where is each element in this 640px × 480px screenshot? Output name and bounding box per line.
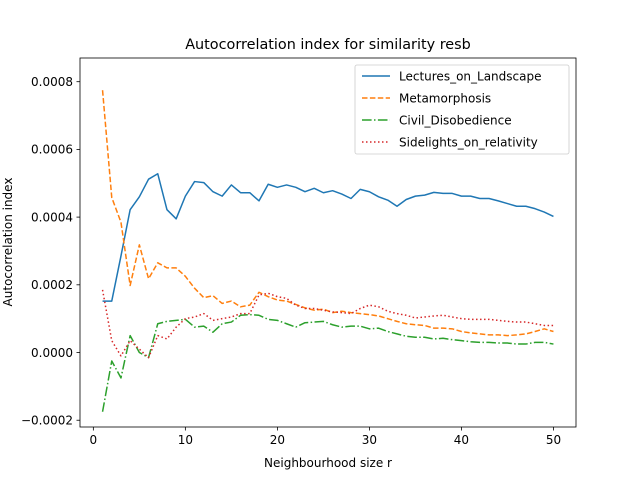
y-tick-label: −0.0002	[21, 414, 73, 428]
series-lines	[101, 90, 554, 412]
legend-label: Lectures_on_Landscape	[399, 69, 541, 83]
series-line-civil-disobedience	[101, 313, 554, 412]
x-axis-ticks: 0 10 20 30 40 50	[90, 427, 561, 447]
x-tick-label: 10	[178, 433, 193, 447]
legend-label: Sidelights_on_relativity	[399, 135, 538, 149]
y-axis-title: Autocorrelation index	[1, 178, 15, 307]
legend-label: Civil_Disobedience	[399, 113, 512, 127]
series-line-metamorphosis	[101, 90, 554, 337]
y-tick-label: 0.0008	[31, 75, 73, 89]
legend: Lectures_on_Landscape Metamorphosis Civil_…	[354, 64, 570, 155]
series-line-lectures-on-landscape	[102, 173, 554, 302]
legend-label: Metamorphosis	[399, 91, 491, 105]
x-tick-label: 50	[546, 433, 561, 447]
x-tick-label: 20	[270, 433, 285, 447]
x-tick-label: 40	[454, 433, 469, 447]
y-tick-label: 0.0004	[31, 210, 73, 224]
legend-box	[354, 64, 570, 155]
x-axis-title: Neighbourhood size r	[264, 456, 392, 470]
plot-frame	[79, 57, 577, 428]
x-tick-label: 0	[90, 433, 98, 447]
y-tick-label: 0.0006	[31, 143, 73, 157]
chart-title: Autocorrelation index for similarity res…	[185, 37, 471, 53]
y-tick-label: 0.0002	[31, 278, 73, 292]
x-tick-label: 30	[362, 433, 377, 447]
y-axis-ticks: −0.0002 0.0000 0.0002 0.0004 0.0006 0.0008	[21, 75, 80, 428]
y-tick-label: 0.0000	[31, 346, 73, 360]
